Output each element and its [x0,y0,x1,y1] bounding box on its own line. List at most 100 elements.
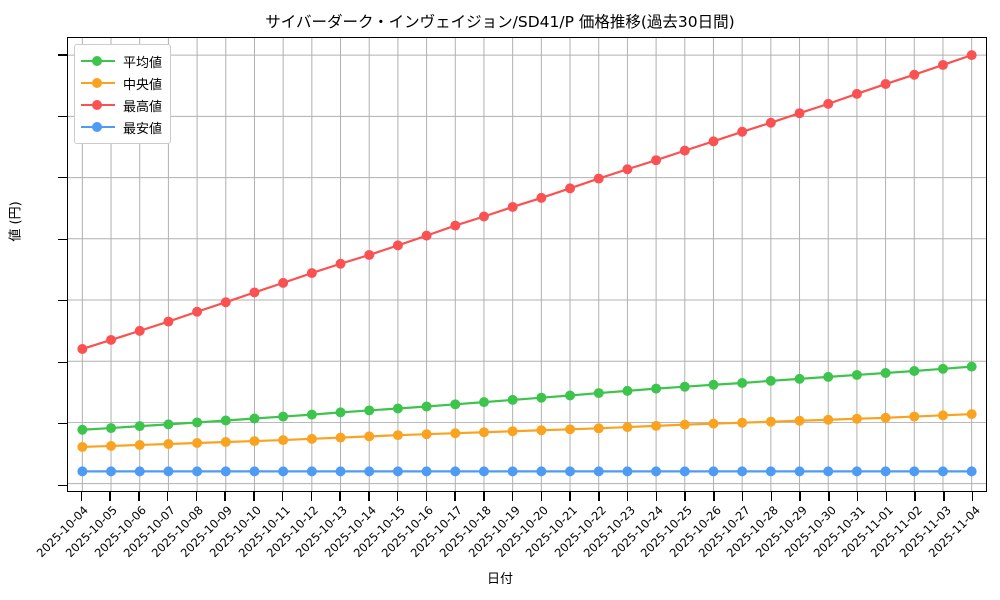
x-tick-mark [511,492,514,501]
series-point [765,466,776,477]
series-point [478,466,489,477]
series-point [937,59,948,70]
series-point [794,466,805,477]
series-point [651,420,662,431]
series-point [450,466,461,477]
x-tick-mark [713,492,715,501]
series-point [622,422,633,433]
series-point [249,413,260,424]
legend-label: 最高値 [123,99,163,115]
series-point [966,466,977,477]
legend-marker-icon [81,75,115,91]
series-point [163,316,174,327]
x-axis-label: 日付 [486,572,513,587]
series-point [823,98,834,109]
series-point [708,136,719,147]
series-point [880,466,891,477]
series-point [966,361,977,372]
series-point [278,466,289,477]
x-tick-mark [166,492,169,501]
x-tick-mark [655,492,658,501]
series-point [192,417,203,428]
series-point [937,410,948,421]
series-point [765,416,776,427]
series-point [163,419,174,430]
series-point [909,466,920,477]
chart-title: サイバーダーク・インヴェイジョン/SD41/P 価格推移(過去30日間) [265,13,735,31]
series-point [106,440,117,451]
series-point [622,164,633,175]
series-point [536,192,547,203]
y-tick-mark [58,484,67,486]
series-point [421,401,432,412]
series-point [507,394,518,405]
series-point [421,466,432,477]
series-point [335,407,346,418]
series-point [507,201,518,212]
series-point [478,397,489,408]
y-tick-mark [58,423,67,425]
series-point [249,287,260,298]
series-point [450,220,461,231]
series-point [364,431,375,442]
x-tick-mark [80,492,83,501]
series-point [679,419,690,430]
series-line-1 [81,413,973,449]
series-point [278,277,289,288]
legend-label: 平均値 [123,55,163,71]
series-point [880,79,891,90]
series-point [134,439,145,450]
series-point [851,88,862,99]
series-point [392,430,403,441]
series-point [77,466,88,477]
series-point [220,297,231,308]
x-tick-mark [569,492,571,501]
x-tick-mark [828,492,830,501]
legend-item-0[interactable]: 平均値 [81,50,162,72]
x-tick-mark [856,492,859,501]
legend-item-3[interactable]: 最安値 [81,116,162,138]
series-point [192,306,203,317]
series-point [794,108,805,119]
series-point [478,211,489,222]
series-point [708,379,719,390]
series-point [593,466,604,477]
x-tick-mark [540,492,543,501]
y-tick-mark [58,177,67,179]
series-point [450,399,461,410]
series-point [794,373,805,384]
series-point [306,466,317,477]
series-point [77,424,88,435]
y-tick-mark [58,300,67,302]
series-point [937,363,948,374]
x-tick-mark [943,492,945,501]
x-tick-mark [339,492,341,501]
series-point [565,466,576,477]
series-point [765,375,776,386]
series-point [536,466,547,477]
y-tick-mark [58,361,67,363]
series-point [392,240,403,251]
legend-marker-icon [81,97,115,113]
series-point [77,441,88,452]
series-point [909,411,920,422]
x-tick-mark [195,492,198,501]
series-point [851,369,862,380]
series-point [565,390,576,401]
legend-item-1[interactable]: 中央値 [81,72,162,94]
series-point [364,249,375,260]
y-tick-mark [58,238,67,240]
series-point [106,334,117,345]
x-tick-mark [138,492,140,501]
series-point [335,466,346,477]
series-point [106,466,117,477]
legend-item-2[interactable]: 最高値 [81,94,162,116]
series-point [220,437,231,448]
series-point [679,466,690,477]
series-point [880,412,891,423]
y-tick-mark [58,54,67,56]
series-point [966,409,977,420]
series-point [823,466,834,477]
x-tick-mark [770,492,773,501]
